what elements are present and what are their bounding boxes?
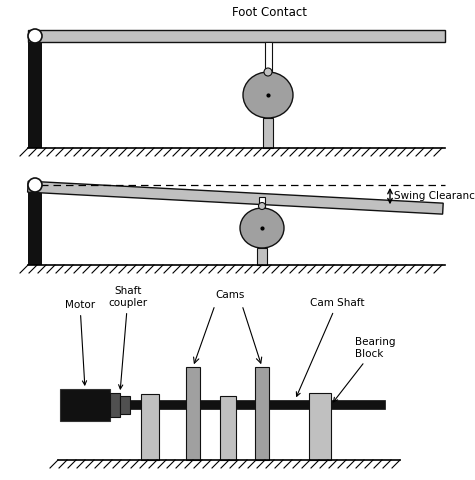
Circle shape [28,178,42,192]
Bar [186,367,200,460]
Bar [220,396,236,460]
Ellipse shape [240,208,284,248]
Bar [309,393,331,460]
Text: Bearing
Block: Bearing Block [333,337,396,402]
Circle shape [264,68,272,76]
Circle shape [258,203,266,209]
Bar [28,190,42,265]
Bar [110,393,120,417]
Bar [28,42,42,148]
Bar [255,367,269,460]
Bar [128,400,385,409]
Text: Cam Shaft: Cam Shaft [296,298,364,396]
Bar [120,396,130,414]
Bar [259,197,265,208]
Bar [141,394,159,460]
Text: Cams: Cams [215,290,245,300]
Bar [60,389,110,421]
Text: Foot Contact: Foot Contact [232,5,307,19]
Text: Motor: Motor [65,300,95,385]
Bar [257,248,267,265]
Polygon shape [28,181,443,214]
Bar [263,118,273,148]
Bar [265,42,272,72]
Bar [28,30,445,42]
Text: Shaft
coupler: Shaft coupler [108,287,148,389]
Ellipse shape [243,72,293,118]
Text: Swing Clearance: Swing Clearance [394,191,475,201]
Circle shape [28,29,42,43]
